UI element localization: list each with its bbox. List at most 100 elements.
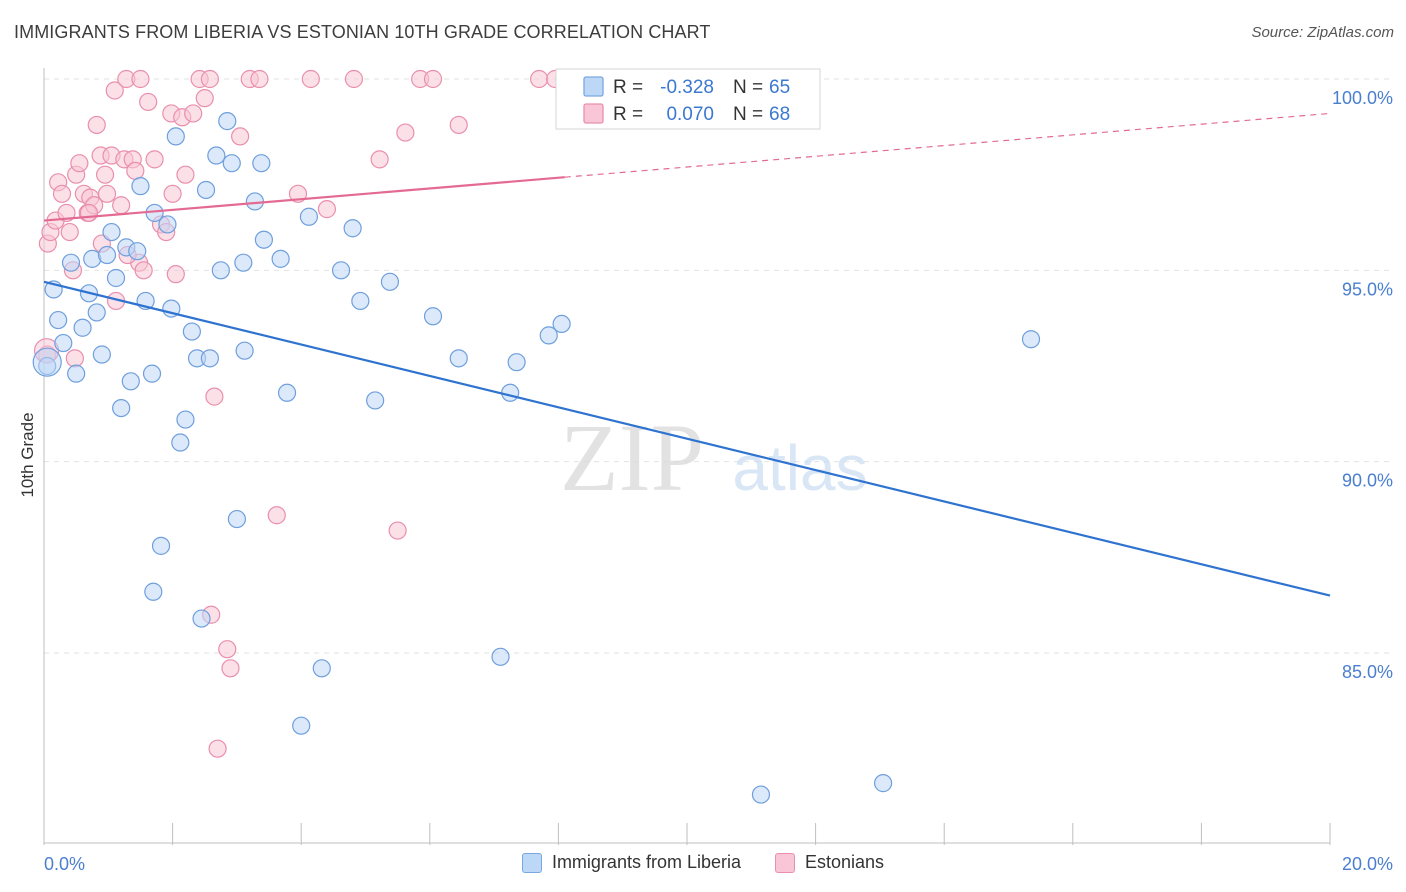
liberia-point bbox=[73, 318, 92, 337]
trend-line-estonians bbox=[43, 176, 565, 222]
series-liberia bbox=[32, 69, 1041, 804]
bottom-legend: Immigrants from Liberia Estonians bbox=[0, 852, 1406, 873]
liberia-point bbox=[501, 383, 520, 402]
liberia-point bbox=[142, 364, 162, 383]
estonians-point bbox=[208, 739, 227, 758]
liberia-point bbox=[449, 349, 468, 368]
liberia-point bbox=[234, 253, 253, 272]
source-label: Source: ZipAtlas.com bbox=[1251, 24, 1394, 41]
liberia-point bbox=[87, 303, 106, 322]
liberia-point bbox=[331, 261, 351, 280]
legend-item-liberia[interactable]: Immigrants from Liberia bbox=[521, 852, 741, 873]
liberia-point bbox=[1021, 330, 1041, 349]
estonians-point bbox=[145, 150, 164, 169]
liberia-point bbox=[128, 242, 147, 261]
estonians-point bbox=[105, 81, 124, 100]
tick-labels: 100.0% 95.0% 90.0% 85.0% 0.0% 20.0% bbox=[44, 88, 1393, 874]
chart-title: IMMIGRANTS FROM LIBERIA VS ESTONIAN 10TH… bbox=[14, 22, 711, 42]
liberia-point bbox=[351, 291, 370, 311]
estonians-point bbox=[57, 203, 76, 223]
legend-item-estonians[interactable]: Estonians bbox=[775, 852, 884, 873]
estonians-point bbox=[423, 69, 443, 89]
liberia-point bbox=[166, 127, 185, 146]
estonians-point bbox=[388, 521, 407, 540]
liberia-point bbox=[539, 326, 558, 345]
liberia-point bbox=[507, 353, 526, 372]
estonians-point bbox=[317, 200, 337, 219]
liberia-point bbox=[131, 177, 150, 196]
estonians-point bbox=[52, 184, 72, 203]
y-tick-label: 85.0% bbox=[1342, 662, 1393, 682]
legend-label-liberia: Immigrants from Liberia bbox=[551, 852, 741, 872]
estonians-point bbox=[95, 165, 115, 184]
legend-n-value-1: 65 bbox=[769, 77, 790, 98]
legend-swatch-blue bbox=[583, 76, 604, 97]
liberia-point bbox=[254, 230, 274, 249]
liberia-point bbox=[292, 716, 311, 735]
estonians-point bbox=[70, 154, 89, 173]
trend-lines bbox=[43, 112, 1331, 597]
legend-n-label-1: N = bbox=[733, 77, 763, 98]
liberia-point bbox=[299, 207, 319, 226]
liberia-point bbox=[366, 391, 385, 410]
legend-label-estonians: Estonians bbox=[805, 852, 885, 872]
liberia-point bbox=[192, 609, 211, 628]
liberia-point bbox=[112, 398, 131, 418]
trend-line-liberia bbox=[43, 280, 1331, 597]
estonians-point bbox=[221, 659, 240, 678]
liberia-point bbox=[67, 364, 86, 383]
estonians-point bbox=[131, 69, 150, 89]
estonians-point bbox=[79, 203, 99, 223]
liberia-point bbox=[151, 536, 171, 555]
estonians-point bbox=[449, 115, 468, 135]
liberia-point bbox=[552, 314, 571, 334]
y-tick-label: 90.0% bbox=[1342, 471, 1393, 491]
liberia-point bbox=[235, 341, 254, 360]
estonians-point bbox=[200, 69, 219, 89]
liberia-point bbox=[227, 509, 246, 529]
estonians-point bbox=[184, 104, 203, 123]
estonians-point bbox=[176, 165, 195, 184]
estonians-point bbox=[97, 184, 117, 203]
estonians-point bbox=[267, 506, 286, 525]
liberia-point bbox=[144, 582, 163, 601]
estonians-point bbox=[163, 184, 182, 203]
estonians-point bbox=[530, 69, 549, 89]
liberia-point bbox=[102, 222, 121, 242]
watermark: ZIP atlas bbox=[560, 404, 868, 511]
liberia-point bbox=[200, 349, 219, 368]
watermark-zip: ZIP bbox=[560, 404, 704, 511]
liberia-point bbox=[343, 219, 362, 238]
estonians-point bbox=[301, 69, 320, 89]
gridlines bbox=[44, 78, 1390, 654]
liberia-point bbox=[491, 647, 510, 666]
estonians-point bbox=[166, 265, 185, 284]
estonians-point bbox=[126, 161, 145, 180]
liberia-point bbox=[97, 245, 117, 265]
liberia-point bbox=[312, 659, 331, 678]
liberia-point bbox=[751, 785, 771, 804]
axes bbox=[43, 68, 1331, 845]
liberia-point bbox=[61, 253, 81, 272]
liberia-point bbox=[49, 310, 68, 330]
estonians-point bbox=[396, 123, 415, 142]
legend-r-label-1: R = bbox=[613, 77, 643, 98]
y-tick-label: 95.0% bbox=[1342, 279, 1393, 299]
liberia-point bbox=[271, 249, 290, 268]
estonians-point bbox=[250, 69, 269, 89]
watermark-atlas: atlas bbox=[732, 432, 867, 504]
liberia-point bbox=[207, 146, 226, 165]
legend-r-value-2: 0.070 bbox=[666, 104, 714, 125]
estonians-point bbox=[218, 640, 237, 659]
estonians-point bbox=[65, 349, 84, 368]
estonians-point bbox=[60, 222, 79, 242]
liberia-point bbox=[182, 322, 201, 341]
legend-swatch-liberia bbox=[521, 852, 542, 873]
estonians-point bbox=[205, 387, 224, 406]
liberia-point bbox=[171, 433, 190, 452]
liberia-point bbox=[92, 345, 111, 364]
legend-r-label-2: R = bbox=[613, 104, 643, 125]
x-tick-label: 20.0% bbox=[1342, 854, 1393, 874]
estonians-point bbox=[134, 261, 153, 280]
